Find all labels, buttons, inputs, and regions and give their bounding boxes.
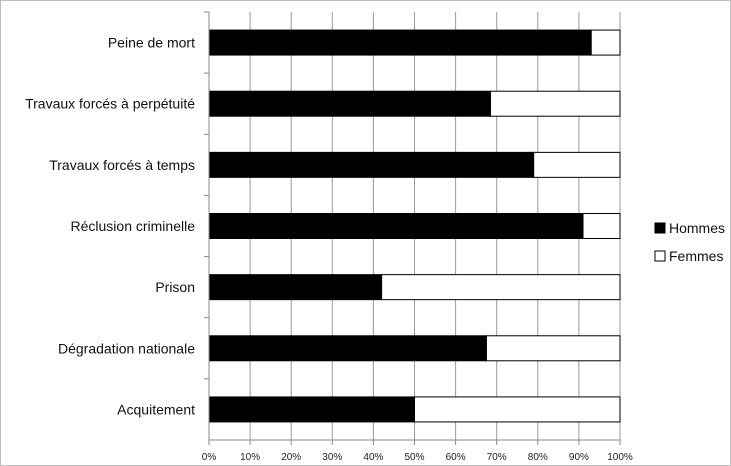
x-tick-label: 30% (322, 452, 342, 463)
x-tick-label: 0% (202, 452, 217, 463)
legend-label: Femmes (669, 248, 723, 264)
legend-swatch-hommes (654, 222, 666, 234)
category-label: Acquitement (117, 401, 195, 417)
category-label: Dégradation nationale (58, 340, 195, 356)
x-tick-label: 100% (607, 452, 633, 463)
bar-hommes (208, 335, 487, 362)
bar-femmes (485, 335, 621, 362)
legend-swatch-femmes (654, 250, 666, 262)
bar-femmes (582, 213, 621, 239)
bar-femmes (590, 29, 621, 56)
x-tick-label: 40% (363, 452, 383, 463)
legend-label: Hommes (669, 220, 725, 236)
bar-femmes (490, 90, 621, 117)
category-label: Travaux forcés à temps (49, 157, 195, 173)
axes (204, 11, 621, 445)
x-tick-label: 50% (404, 452, 424, 463)
x-tick-label: 20% (281, 452, 301, 463)
x-tick-label: 90% (569, 452, 589, 463)
x-tick-labels: 0% 10% 20% 30% 40% 50% 60% 70% 80% 90% 100% (202, 452, 633, 463)
bar-femmes (414, 396, 621, 423)
bar-hommes (208, 90, 492, 117)
category-label: Travaux forcés à perpétuité (25, 96, 195, 112)
category-label: Peine de mort (108, 35, 195, 51)
x-tick-label: 10% (240, 452, 260, 463)
category-labels: Peine de mort Travaux forcés à perpétuité… (25, 35, 195, 418)
x-tick-label: 60% (446, 452, 466, 463)
bar-femmes (381, 274, 621, 301)
bar-hommes (208, 274, 383, 301)
category-label: Prison (155, 279, 195, 295)
bar-hommes (208, 29, 592, 56)
category-label: Réclusion criminelle (71, 218, 196, 234)
x-tick-label: 80% (528, 452, 548, 463)
legend: Hommes Femmes (654, 220, 725, 264)
bar-hommes (208, 151, 535, 178)
bars (208, 29, 621, 423)
x-tick-label: 70% (487, 452, 507, 463)
bar-hommes (208, 213, 584, 239)
bar-femmes (533, 151, 621, 178)
bar-hommes (208, 396, 415, 423)
